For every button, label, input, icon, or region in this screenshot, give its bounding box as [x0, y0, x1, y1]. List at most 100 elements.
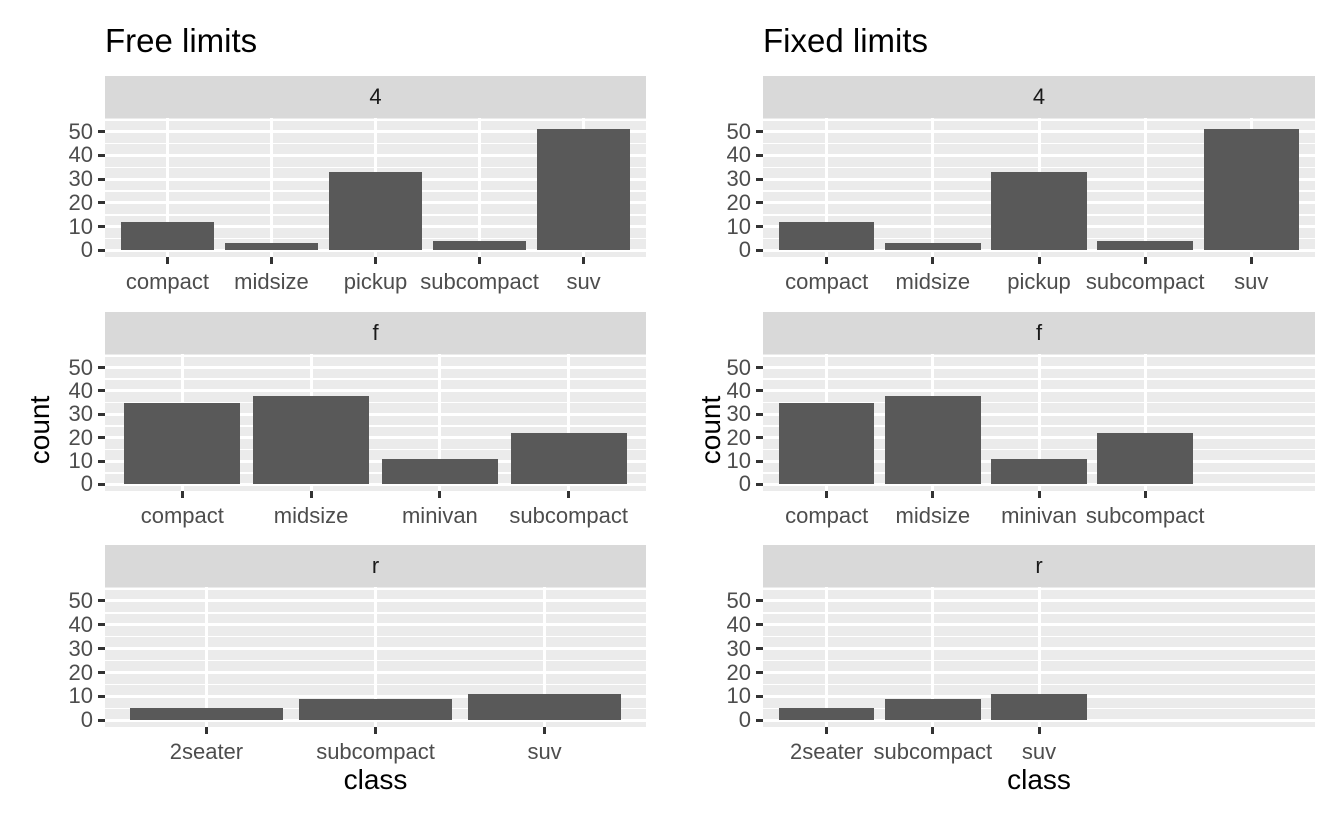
facet-panel: [105, 118, 646, 257]
bar-midsize: [885, 395, 981, 485]
y-tick-mark: [98, 459, 105, 463]
x-tick-label: minivan: [401, 503, 478, 528]
bar-subcompact: [510, 433, 627, 485]
y-tick-mark: [756, 412, 763, 416]
bar-pickup: [991, 172, 1087, 251]
y-tick-mark: [756, 177, 763, 181]
x-tick-mark: [825, 491, 829, 498]
minor-gridline: [105, 472, 646, 474]
vertical-gridline: [269, 118, 273, 257]
x-tick-mark: [374, 727, 377, 734]
y-tick-label: 30: [68, 401, 93, 427]
y-tick-label: 50: [68, 587, 93, 613]
x-tick-label: suv: [566, 269, 601, 294]
x-tick-label: subcompact: [873, 739, 993, 764]
x-tick-mark: [165, 257, 169, 264]
y-tick-label: 10: [726, 213, 751, 239]
y-tick-label: 10: [68, 448, 93, 474]
bar-2seater: [130, 708, 283, 721]
y-tick-mark: [756, 459, 763, 463]
y-tick-label: 20: [726, 659, 751, 685]
x-tick-mark: [478, 257, 482, 264]
y-tick-mark: [98, 412, 105, 416]
vertical-gridline: [567, 354, 571, 491]
y-tick-label: 0: [80, 471, 93, 497]
x-tick-mark: [582, 257, 586, 264]
x-tick-mark: [1249, 257, 1253, 264]
facet-strip-label: 4: [1032, 84, 1046, 109]
x-tick-label: midsize: [895, 503, 971, 528]
bar-subcompact: [885, 698, 981, 721]
bar-suv: [468, 694, 621, 721]
free-limits-figure: Free limits count class 4 compact midsize p…: [24, 22, 646, 795]
bar-minivan: [381, 458, 498, 485]
x-tick-label: subcompact: [1085, 503, 1205, 528]
y-tick-mark: [756, 623, 763, 627]
minor-gridline: [105, 401, 646, 404]
y-tick-label: 50: [726, 587, 751, 613]
facet-panel: [105, 587, 646, 727]
x-tick-label: midsize: [895, 269, 971, 294]
facet-strip: f: [763, 312, 1315, 354]
vertical-gridline: [825, 587, 829, 727]
y-tick-label: 10: [68, 683, 93, 709]
minor-gridline: [105, 425, 646, 427]
facet-strip: r: [105, 545, 646, 587]
facet-strip-label: 4: [369, 84, 382, 109]
x-tick-mark: [825, 257, 829, 264]
y-tick-label: 0: [738, 707, 751, 733]
y-tick-label: 20: [68, 189, 93, 215]
y-tick-mark: [98, 130, 105, 134]
y-tick-mark: [98, 366, 105, 370]
vertical-gridline: [165, 118, 169, 257]
y-tick-label: 50: [68, 118, 93, 144]
y-tick-mark: [98, 623, 105, 627]
bar-suv: [991, 694, 1087, 721]
bar-midsize: [253, 395, 370, 485]
vertical-gridline: [438, 354, 442, 491]
y-tick-label: 30: [726, 635, 751, 661]
x-tick-label: compact: [785, 503, 869, 528]
y-tick-mark: [756, 671, 763, 675]
y-tick-label: 30: [68, 635, 93, 661]
vertical-gridline: [204, 587, 208, 727]
y-tick-mark: [98, 248, 105, 252]
y-tick-label: 40: [726, 611, 751, 637]
vertical-gridline: [543, 587, 547, 727]
y-tick-mark: [98, 718, 105, 722]
x-tick-mark: [567, 491, 571, 498]
facet-panel: [763, 587, 1315, 727]
bar-compact: [124, 402, 241, 485]
y-tick-label: 40: [726, 377, 751, 403]
y-tick-label: 20: [726, 424, 751, 450]
y-tick-mark: [756, 389, 763, 393]
y-tick-mark: [756, 436, 763, 440]
y-tick-label: 30: [726, 166, 751, 192]
chart-title: Free limits: [105, 22, 258, 59]
y-tick-label: 50: [68, 354, 93, 380]
y-tick-label: 10: [68, 213, 93, 239]
bar-2seater: [778, 708, 875, 721]
x-tick-label: 2seater: [169, 739, 244, 764]
x-tick-label: subcompact: [1085, 269, 1205, 294]
vertical-gridline: [1037, 354, 1041, 491]
y-tick-mark: [98, 671, 105, 675]
bar-subcompact: [1097, 240, 1193, 251]
minor-gridline: [105, 448, 646, 451]
y-tick-mark: [756, 647, 763, 651]
bar-compact: [778, 221, 875, 251]
chart-title: Fixed limits: [763, 22, 929, 59]
y-tick-mark: [756, 599, 763, 603]
x-tick-mark: [931, 727, 935, 734]
x-tick-label: suv: [1234, 269, 1269, 294]
minor-gridline: [105, 378, 646, 380]
bar-subcompact: [432, 240, 527, 251]
x-tick-label: compact: [785, 269, 869, 294]
facet-panel: [763, 118, 1315, 257]
x-tick-mark: [1143, 257, 1147, 264]
bar-subcompact: [299, 698, 452, 721]
facet-strip-label: r: [371, 553, 380, 578]
y-tick-mark: [98, 225, 105, 229]
x-tick-label: subcompact: [316, 739, 435, 764]
y-tick-mark: [98, 177, 105, 181]
